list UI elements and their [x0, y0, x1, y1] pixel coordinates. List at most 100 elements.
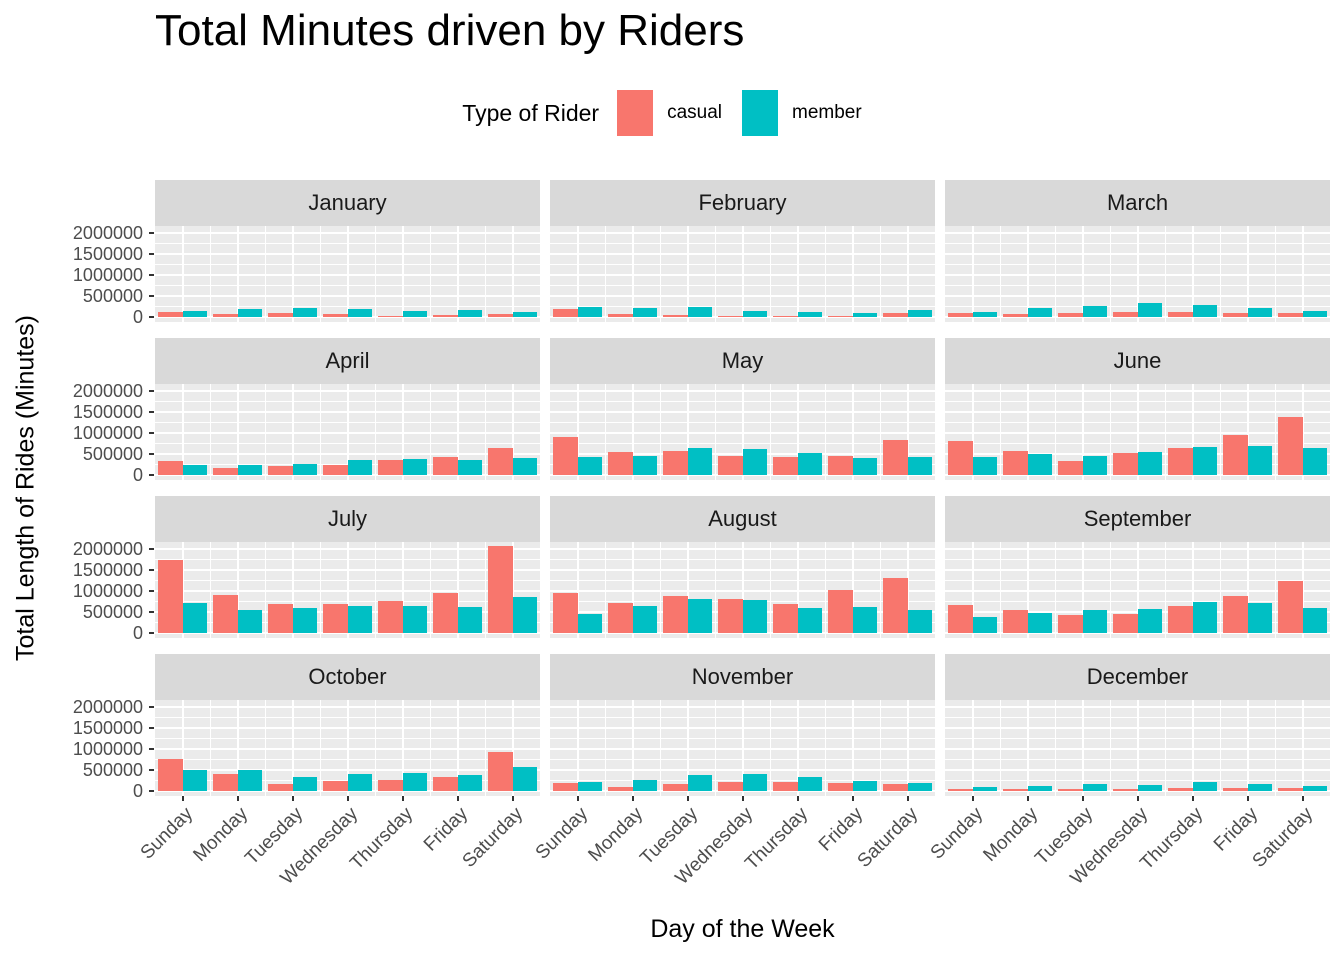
gridline-major-v: [1136, 226, 1139, 322]
y-axis-tick: [149, 316, 154, 318]
bar-member: [347, 460, 373, 475]
gridline-major-v: [1081, 384, 1084, 480]
legend-entries: casual member: [617, 90, 882, 136]
bar-member: [907, 456, 933, 475]
bar-casual: [1167, 312, 1193, 317]
facet-panel: [945, 226, 1330, 322]
y-axis-tick: [149, 611, 154, 613]
y-axis-tick: [149, 474, 154, 476]
facet-panel: [550, 384, 935, 480]
x-axis-tick: [576, 796, 579, 801]
legend-key-swatch: [617, 90, 654, 136]
bar-casual: [267, 465, 293, 475]
bar-member: [1082, 305, 1108, 317]
gridline-major-v: [1191, 700, 1194, 796]
facet-panel: [945, 542, 1330, 638]
bar-member: [972, 616, 998, 633]
bar-casual: [947, 440, 973, 475]
gridline-major-v: [851, 384, 854, 480]
bar-casual: [662, 783, 688, 791]
bar-member: [1192, 602, 1218, 633]
bar-casual: [432, 457, 458, 475]
bar-member: [687, 447, 713, 475]
y-axis-tick: [149, 706, 154, 708]
bar-member: [1082, 456, 1108, 475]
bar-casual: [772, 781, 798, 791]
x-axis-tick: [741, 796, 744, 801]
x-axis-tick: [511, 796, 514, 801]
bar-member: [402, 773, 428, 791]
y-axis-tick-label: 2000000: [72, 223, 143, 243]
bar-member: [1027, 785, 1053, 791]
bar-casual: [267, 603, 293, 633]
x-axis-tick: [686, 796, 689, 801]
y-axis-tick-label: 1500000: [72, 402, 143, 422]
bar-casual: [772, 315, 798, 317]
bar-casual: [1112, 453, 1138, 475]
gridline-major-v: [291, 226, 294, 322]
bar-casual: [947, 605, 973, 633]
bar-member: [1302, 608, 1328, 633]
facet-strip: August: [550, 496, 935, 542]
bar-casual: [607, 603, 633, 633]
y-axis-tick: [149, 548, 154, 550]
gridline-major-v: [1246, 226, 1249, 322]
facet-strip-label: February: [698, 190, 787, 215]
gridline-major-v: [576, 700, 579, 796]
bar-member: [577, 456, 603, 475]
y-axis-tick-label: 2000000: [72, 697, 143, 717]
gridline-major-v: [851, 700, 854, 796]
x-axis-tick: [456, 796, 459, 801]
y-axis-tick: [149, 274, 154, 276]
bar-member: [632, 455, 658, 475]
bar-member: [1137, 303, 1163, 317]
bar-member: [577, 307, 603, 317]
bar-casual: [827, 782, 853, 791]
facet-panel: [155, 542, 540, 638]
facet-strip: September: [945, 496, 1330, 542]
facet-strip: May: [550, 338, 935, 384]
bar-member: [687, 306, 713, 317]
bar-member: [852, 780, 878, 791]
bar-member: [347, 773, 373, 791]
bar-casual: [882, 577, 908, 633]
facet-strip-label: April: [325, 348, 370, 373]
y-axis-tick-label: 0: [132, 465, 143, 485]
x-axis-tick: [851, 796, 854, 801]
y-axis-tick: [149, 590, 154, 592]
bar-casual: [322, 465, 348, 475]
bar-casual: [772, 456, 798, 475]
gridline-major-v: [346, 542, 349, 638]
bar-member: [972, 311, 998, 317]
gridline-major-v: [291, 700, 294, 796]
bar-member: [182, 310, 208, 317]
gridline-major-v: [971, 226, 974, 322]
bar-member: [1137, 451, 1163, 475]
bar-casual: [662, 314, 688, 317]
bar-casual: [552, 782, 578, 791]
bar-casual: [157, 460, 183, 475]
gridline-major-v: [456, 542, 459, 638]
gridline-major-v: [346, 226, 349, 322]
bar-casual: [322, 314, 348, 317]
gridline-major-v: [236, 384, 239, 480]
x-axis-tick: [906, 796, 909, 801]
gridline-major-v: [631, 700, 634, 796]
facet-panel: [155, 226, 540, 322]
gridline-major-v: [971, 700, 974, 796]
gridline-major-v: [236, 700, 239, 796]
gridline-major-v: [686, 226, 689, 322]
gridline-major-v: [456, 384, 459, 480]
bar-casual: [827, 455, 853, 475]
x-axis-tick: [1136, 796, 1139, 801]
bar-casual: [827, 316, 853, 317]
facet-strip: April: [155, 338, 540, 384]
bar-member: [632, 308, 658, 317]
bar-casual: [947, 313, 973, 317]
bar-member: [907, 783, 933, 791]
gridline-major-v: [291, 384, 294, 480]
bar-casual: [212, 594, 238, 633]
y-axis-tick: [149, 727, 154, 729]
bar-casual: [1057, 788, 1083, 791]
facet-strip: January: [155, 180, 540, 226]
